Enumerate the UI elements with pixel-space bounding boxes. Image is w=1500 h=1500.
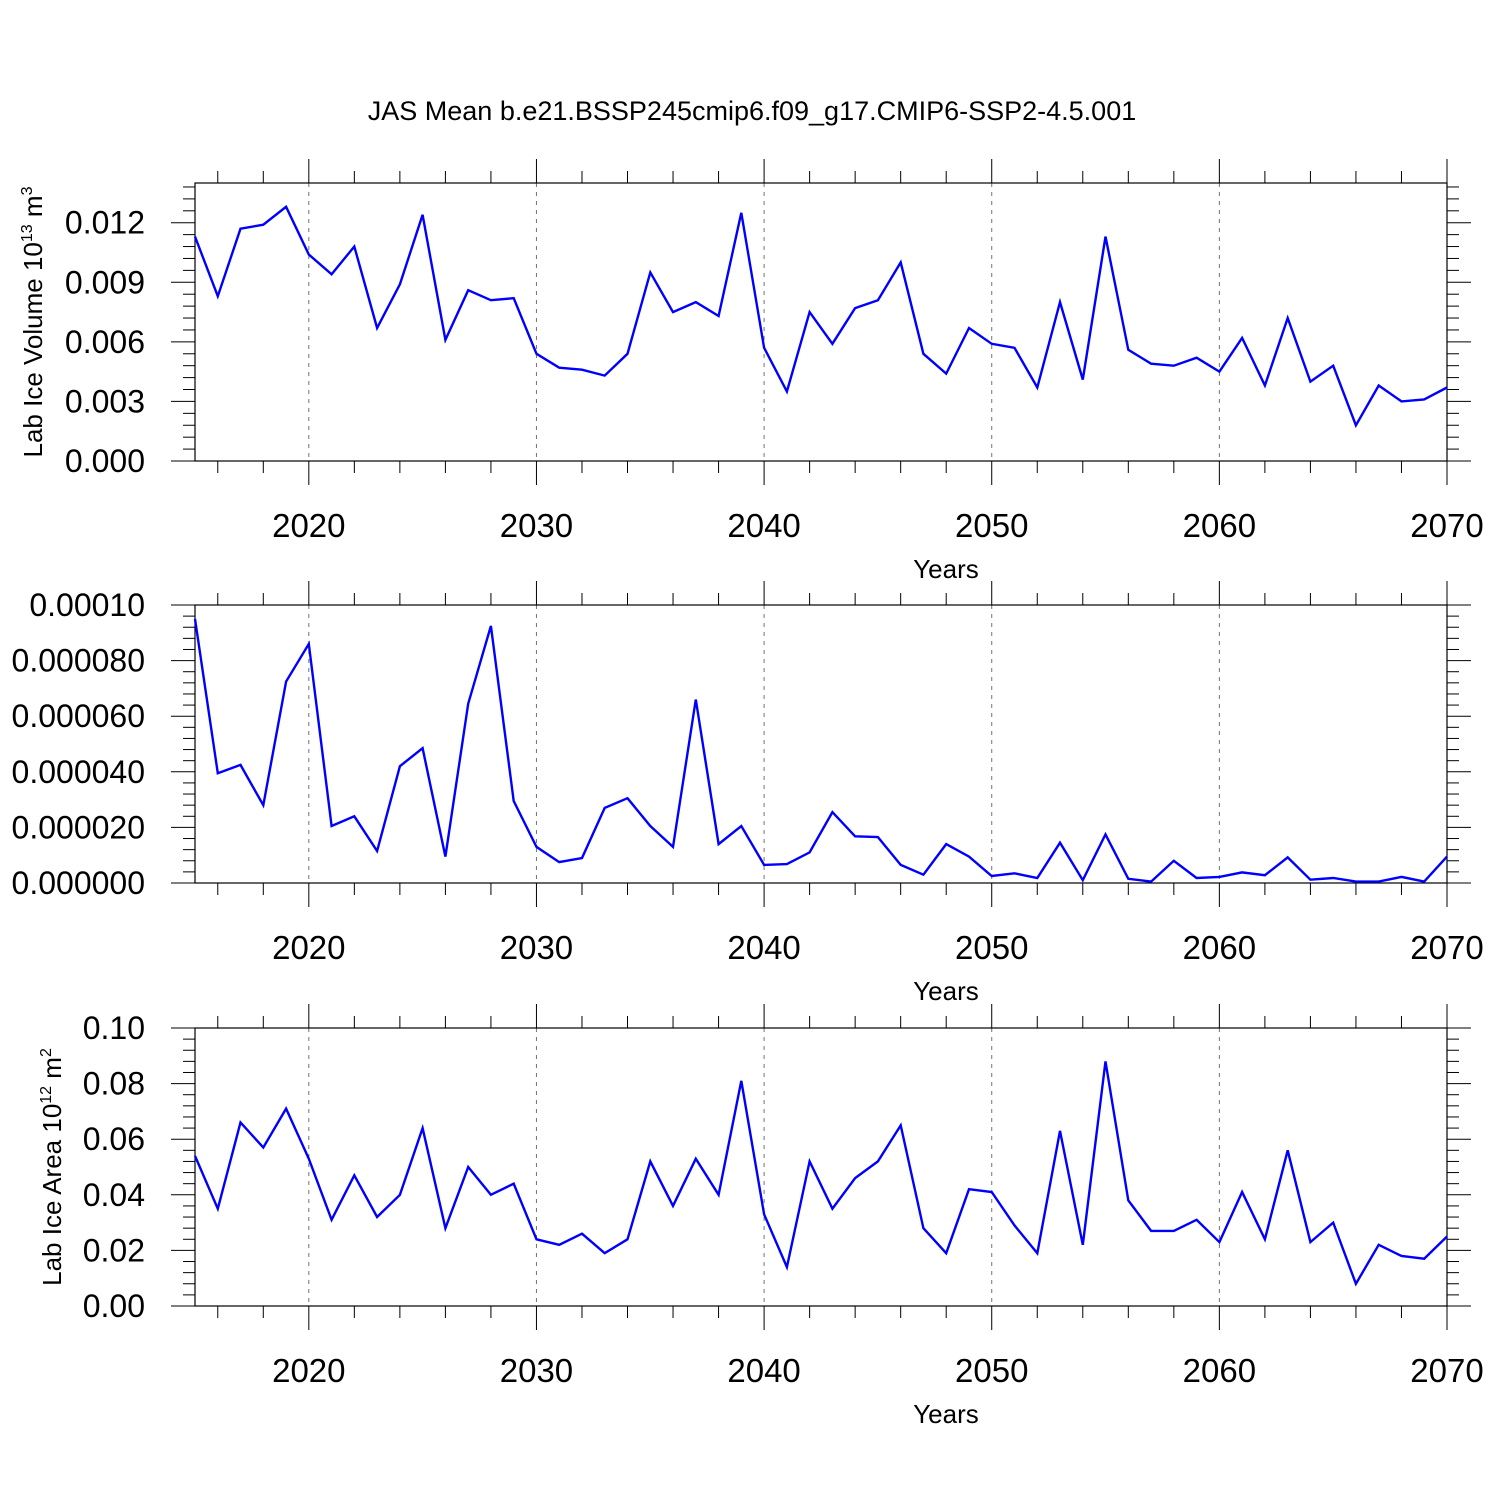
x-tick-label: 2070	[1410, 929, 1483, 966]
x-tick-label: 2020	[272, 507, 345, 544]
y-tick-label: 0.003	[65, 383, 145, 419]
chart-panel-3: 2020 2030 2040 2050 2060 2070 0.00 0.02 0.04 0.06…	[37, 1004, 1484, 1429]
x-tick-label: 2030	[500, 1352, 573, 1389]
x-axis-label: Years	[913, 976, 979, 1006]
y-axis-label: Lab Ice Volume 1013 m3	[18, 186, 48, 457]
x-tick-label: 2050	[955, 929, 1028, 966]
x-axis-label: Years	[913, 554, 979, 584]
x-tick-label: 2030	[500, 507, 573, 544]
x-tick-label: 2030	[500, 929, 573, 966]
plot-frame	[194, 604, 1448, 884]
y-axis-label-part: 3	[19, 186, 36, 195]
y-tick-label: 0.00010	[29, 587, 145, 623]
y-tick-label: 0.009	[65, 264, 145, 300]
y-tick-label: 0.02	[83, 1232, 145, 1268]
chart-panel-1: 2020 2030 2040 2050 2060 2070 0.000 0.003 0.006 0…	[18, 159, 1484, 584]
y-tick-label: 0.000	[65, 443, 145, 479]
y-axis-label-part: Lab Ice Volume 10	[18, 242, 48, 457]
y-tick-label: 0.08	[83, 1066, 145, 1102]
x-tick-label: 2040	[727, 1352, 800, 1389]
x-axis-label: Years	[913, 1399, 979, 1429]
x-tick-label: 2040	[727, 929, 800, 966]
panels: 2020 2030 2040 2050 2060 20700.0000.0030.0060…	[12, 159, 1484, 1429]
x-tick-label: 2070	[1410, 507, 1483, 544]
y-tick-label: 0.000040	[12, 754, 145, 790]
y-tick-label: 0.000060	[12, 698, 145, 734]
x-tick-label: 2020	[272, 1352, 345, 1389]
y-axis-label-part: m	[18, 195, 48, 224]
series-line	[193, 204, 1448, 429]
plot-frame	[194, 1027, 1448, 1307]
chart-title: JAS Mean b.e21.BSSP245cmip6.f09_g17.CMIP…	[368, 96, 1136, 126]
y-axis-label-part: Lab Ice Area 10	[37, 1104, 67, 1286]
x-tick-label: 2060	[1183, 1352, 1256, 1389]
x-tick-label: 2050	[955, 1352, 1028, 1389]
y-tick-label: 0.10	[83, 1010, 145, 1046]
y-axis-label: Lab Ice Area 1012 m2	[37, 1048, 67, 1286]
chart-panel-2: 2020 2030 2040 2050 2060 2070 0.000000 0.000020…	[12, 581, 1484, 1006]
series-line	[193, 1061, 1448, 1287]
series-line	[193, 618, 1448, 883]
y-tick-label: 0.06	[83, 1121, 145, 1157]
x-tick-label: 2050	[955, 507, 1028, 544]
y-axis-label-part: 2	[38, 1048, 55, 1057]
x-tick-label: 2020	[272, 929, 345, 966]
x-tick-label: 2040	[727, 507, 800, 544]
y-tick-label: 0.000080	[12, 643, 145, 679]
y-axis-label-part: m	[37, 1057, 67, 1086]
x-tick-label: 2060	[1183, 507, 1256, 544]
x-tick-label: 2070	[1410, 1352, 1483, 1389]
y-tick-label: 0.000020	[12, 809, 145, 845]
y-tick-label: 0.012	[65, 205, 145, 241]
y-axis-label-part: 12	[38, 1086, 55, 1104]
y-tick-label: 0.006	[65, 324, 145, 360]
x-tick-label: 2060	[1183, 929, 1256, 966]
y-tick-label: 0.000000	[12, 865, 145, 901]
plot-frame	[194, 182, 1448, 462]
y-axis-label-part: 13	[19, 224, 36, 242]
y-tick-label: 0.04	[83, 1177, 145, 1213]
y-tick-label: 0.00	[83, 1288, 145, 1324]
